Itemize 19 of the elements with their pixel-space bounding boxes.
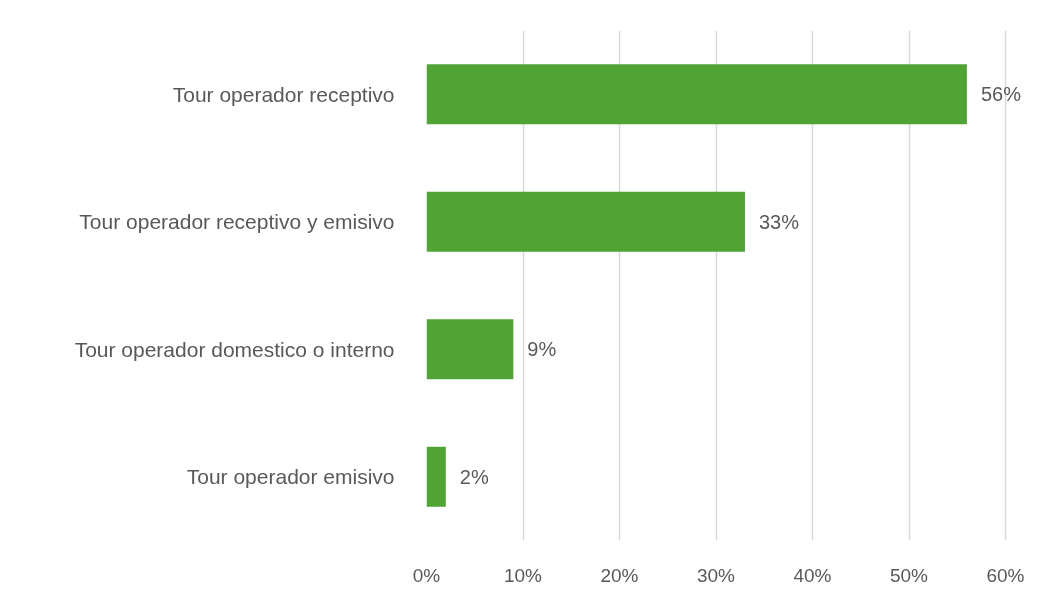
y-tick-label: Tour operador domestico o interno bbox=[74, 337, 395, 361]
data-label: 2% bbox=[459, 465, 489, 488]
x-tick-label: 50% bbox=[889, 564, 929, 586]
bar bbox=[426, 446, 446, 507]
data-label: 33% bbox=[758, 210, 800, 233]
x-tick-label: 60% bbox=[986, 564, 1025, 586]
x-tick-label: 0% bbox=[412, 564, 441, 586]
bar bbox=[426, 191, 745, 252]
bar bbox=[426, 319, 514, 380]
y-tick-label: Tour operador receptivo bbox=[172, 82, 395, 106]
y-tick-label: Tour operador receptivo y emisivo bbox=[79, 210, 395, 234]
y-tick-label: Tour operador emisivo bbox=[186, 465, 395, 489]
x-tick-label: 10% bbox=[503, 564, 543, 586]
x-tick-label: 40% bbox=[793, 564, 832, 586]
bar bbox=[426, 64, 967, 125]
x-tick-label: 30% bbox=[696, 564, 736, 586]
x-tick-label: 20% bbox=[600, 564, 639, 586]
data-label: 56% bbox=[980, 83, 1022, 106]
data-label: 9% bbox=[527, 338, 557, 361]
